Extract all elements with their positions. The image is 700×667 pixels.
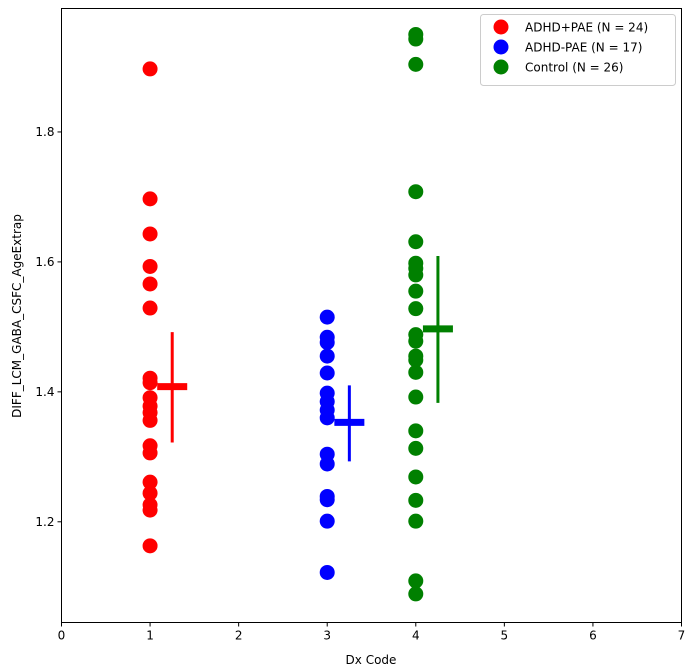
- data-point: [319, 564, 335, 580]
- y-tick-label: 1.4: [35, 385, 54, 399]
- y-axis: 1.2 1.4 1.6 1.8: [35, 125, 62, 529]
- data-point: [142, 375, 158, 391]
- x-tick-label: 7: [678, 629, 686, 643]
- summary-markers: [157, 256, 453, 462]
- legend-label: Control (N = 26): [525, 61, 623, 75]
- x-tick-label: 5: [501, 629, 509, 643]
- data-point: [408, 586, 424, 602]
- legend-label: ADHD+PAE (N = 24): [525, 21, 648, 35]
- legend-marker: [493, 59, 509, 75]
- legend-items: ADHD+PAE (N = 24) ADHD-PAE (N = 17) Contro…: [493, 19, 648, 75]
- data-point: [408, 364, 424, 380]
- data-point: [142, 445, 158, 461]
- data-point: [408, 267, 424, 283]
- legend-label: ADHD-PAE (N = 17): [525, 41, 642, 55]
- data-point: [319, 309, 335, 325]
- legend-marker: [493, 19, 509, 35]
- data-point: [142, 502, 158, 518]
- data-point: [319, 410, 335, 426]
- x-tick-label: 6: [589, 629, 597, 643]
- data-point: [408, 31, 424, 47]
- x-tick-label: 1: [146, 629, 154, 643]
- data-point: [408, 301, 424, 317]
- data-point: [142, 61, 158, 77]
- data-point: [142, 276, 158, 292]
- data-point: [408, 513, 424, 529]
- data-point: [408, 440, 424, 456]
- data-point: [408, 389, 424, 405]
- data-point: [319, 334, 335, 350]
- data-point: [408, 234, 424, 250]
- data-point: [142, 226, 158, 242]
- data-point: [319, 513, 335, 529]
- legend: ADHD+PAE (N = 24) ADHD-PAE (N = 17) Contro…: [480, 14, 676, 86]
- y-axis-title: DIFF_LCM_GABA_CSFC_AgeExtrap: [10, 214, 24, 418]
- x-tick-label: 2: [235, 629, 243, 643]
- data-point: [142, 258, 158, 274]
- x-tick-label: 4: [412, 629, 420, 643]
- x-axis-title: Dx Code: [346, 653, 397, 667]
- data-point: [319, 365, 335, 381]
- data-point: [142, 412, 158, 428]
- plot-frame: [61, 8, 682, 623]
- data-point: [408, 56, 424, 72]
- y-tick-label: 1.2: [35, 515, 54, 529]
- data-point: [408, 333, 424, 349]
- data-marks: [142, 26, 424, 602]
- plot-area: [142, 26, 453, 602]
- data-point: [408, 573, 424, 589]
- data-point: [408, 423, 424, 439]
- x-axis: 0 1 2 3 4 5 6 7: [58, 622, 686, 643]
- data-point: [319, 492, 335, 508]
- data-point: [408, 492, 424, 508]
- data-point: [142, 300, 158, 316]
- data-point: [319, 348, 335, 364]
- y-tick-label: 1.6: [35, 255, 54, 269]
- y-tick-label: 1.8: [35, 125, 54, 139]
- data-point: [142, 474, 158, 490]
- legend-marker: [493, 39, 509, 55]
- data-point: [142, 538, 158, 554]
- data-point: [142, 191, 158, 207]
- data-point: [408, 184, 424, 200]
- data-point: [142, 485, 158, 501]
- data-point: [408, 469, 424, 485]
- legend-box: [480, 14, 676, 86]
- data-point: [319, 456, 335, 472]
- data-point: [408, 283, 424, 299]
- x-tick-label: 0: [58, 629, 66, 643]
- x-tick-label: 3: [323, 629, 331, 643]
- data-point: [408, 352, 424, 368]
